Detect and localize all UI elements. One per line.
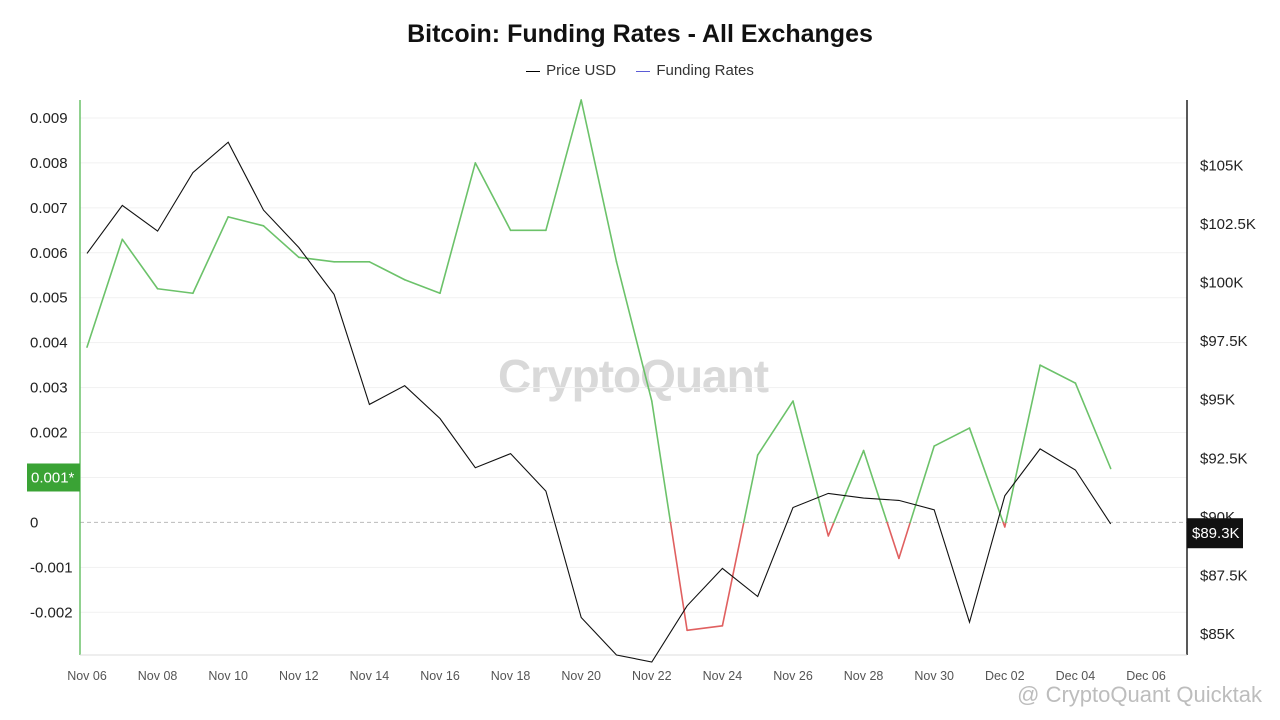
x-tick-label: Nov 22 — [632, 669, 672, 683]
funding-rate-segment — [669, 521, 688, 632]
left-tick-label: 0.002 — [30, 425, 68, 442]
x-tick-label: Dec 04 — [1056, 669, 1096, 683]
watermark: CryptoQuant — [498, 350, 769, 402]
right-tick-label: $97.5K — [1200, 333, 1248, 350]
funding-rate-segment — [1004, 364, 1041, 524]
x-tick-label: Nov 24 — [703, 669, 743, 683]
funding-rate-segment — [439, 162, 477, 295]
funding-rate-segment — [615, 260, 653, 402]
left-tick-label: -0.002 — [30, 604, 73, 621]
left-tick-label: 0.008 — [30, 155, 68, 172]
funding-rate-segment — [898, 521, 911, 560]
funding-rate-segment — [227, 216, 265, 227]
left-tick-label: -0.001 — [30, 559, 73, 576]
left-tick-label: 0.007 — [30, 200, 68, 217]
x-tick-label: Nov 18 — [491, 669, 531, 683]
funding-rate-segment — [1039, 364, 1077, 384]
funding-rate-segment — [742, 454, 759, 524]
funding-rate-segment — [823, 521, 830, 537]
current-funding-label: 0.001* — [31, 469, 75, 486]
x-tick-label: Nov 06 — [67, 669, 107, 683]
x-tick-label: Nov 20 — [561, 669, 601, 683]
footer-credit: @ CryptoQuant Quicktak — [1017, 682, 1263, 707]
left-tick-label: 0 — [30, 514, 38, 531]
funding-rate-segment — [297, 256, 335, 263]
x-tick-label: Nov 28 — [844, 669, 884, 683]
x-tick-label: Nov 14 — [350, 669, 390, 683]
left-tick-label: 0.009 — [30, 110, 68, 127]
left-tick-label: 0.005 — [30, 290, 68, 307]
funding-rate-segment — [545, 99, 583, 232]
funding-rate-segment — [86, 238, 124, 348]
funding-rate-segment — [156, 287, 194, 295]
x-tick-label: Dec 02 — [985, 669, 1025, 683]
funding-rate-segment — [403, 278, 441, 295]
funding-rate-segment — [909, 445, 936, 524]
x-tick-label: Nov 16 — [420, 669, 460, 683]
x-tick-label: Nov 30 — [914, 669, 954, 683]
funding-rate-segment — [121, 238, 159, 290]
current-funding-badge — [27, 463, 80, 492]
funding-rate-segment — [862, 449, 888, 524]
legend-swatch-funding — [636, 70, 651, 72]
x-tick-label: Nov 10 — [208, 669, 248, 683]
funding-rate-segment — [192, 216, 229, 295]
x-tick-label: Nov 08 — [138, 669, 178, 683]
legend-item-funding[interactable]: Funding Rates — [636, 62, 754, 79]
legend-label-funding: Funding Rates — [656, 62, 754, 79]
left-tick-label: 0.003 — [30, 380, 68, 397]
funding-rate-segment — [368, 260, 406, 281]
current-price-label: $89.3K — [1192, 525, 1240, 542]
right-tick-label: $85K — [1200, 626, 1235, 643]
x-tick-label: Dec 06 — [1126, 669, 1166, 683]
x-tick-label: Nov 26 — [773, 669, 813, 683]
funding-rate-segment — [886, 521, 900, 560]
funding-rate-segment — [827, 521, 835, 537]
right-tick-label: $87.5K — [1200, 567, 1248, 584]
right-tick-label: $100K — [1200, 275, 1243, 292]
funding-rate-segment — [474, 162, 512, 232]
funding-rate-segment — [721, 521, 745, 627]
left-tick-label: 0.004 — [30, 335, 68, 352]
right-tick-label: $105K — [1200, 158, 1243, 175]
funding-rate-segment — [968, 427, 1004, 524]
chart-legend: Price USD Funding Rates — [0, 62, 1280, 79]
current-price-badge — [1187, 518, 1243, 549]
x-tick-label: Nov 12 — [279, 669, 319, 683]
legend-swatch-price — [526, 70, 541, 72]
funding-rate-segment — [833, 449, 865, 524]
funding-rate-segment — [933, 427, 971, 447]
funding-rate-segment — [756, 400, 794, 456]
legend-label-price: Price USD — [546, 62, 617, 79]
funding-rate-segment — [262, 225, 300, 259]
funding-rate-segment — [792, 400, 826, 524]
price-line — [86, 141, 1112, 663]
funding-rate-segment — [686, 624, 724, 632]
right-tick-label: $92.5K — [1200, 450, 1248, 467]
legend-item-price[interactable]: Price USD — [526, 62, 616, 79]
funding-rate-segment — [1074, 382, 1112, 470]
funding-rate-segment — [650, 400, 672, 524]
right-tick-label: $102.5K — [1200, 216, 1256, 233]
chart-title: Bitcoin: Funding Rates - All Exchanges — [407, 20, 873, 48]
funding-rate-segment — [580, 99, 618, 263]
right-tick-label: $95K — [1200, 392, 1235, 409]
left-tick-label: 0.006 — [30, 245, 68, 262]
